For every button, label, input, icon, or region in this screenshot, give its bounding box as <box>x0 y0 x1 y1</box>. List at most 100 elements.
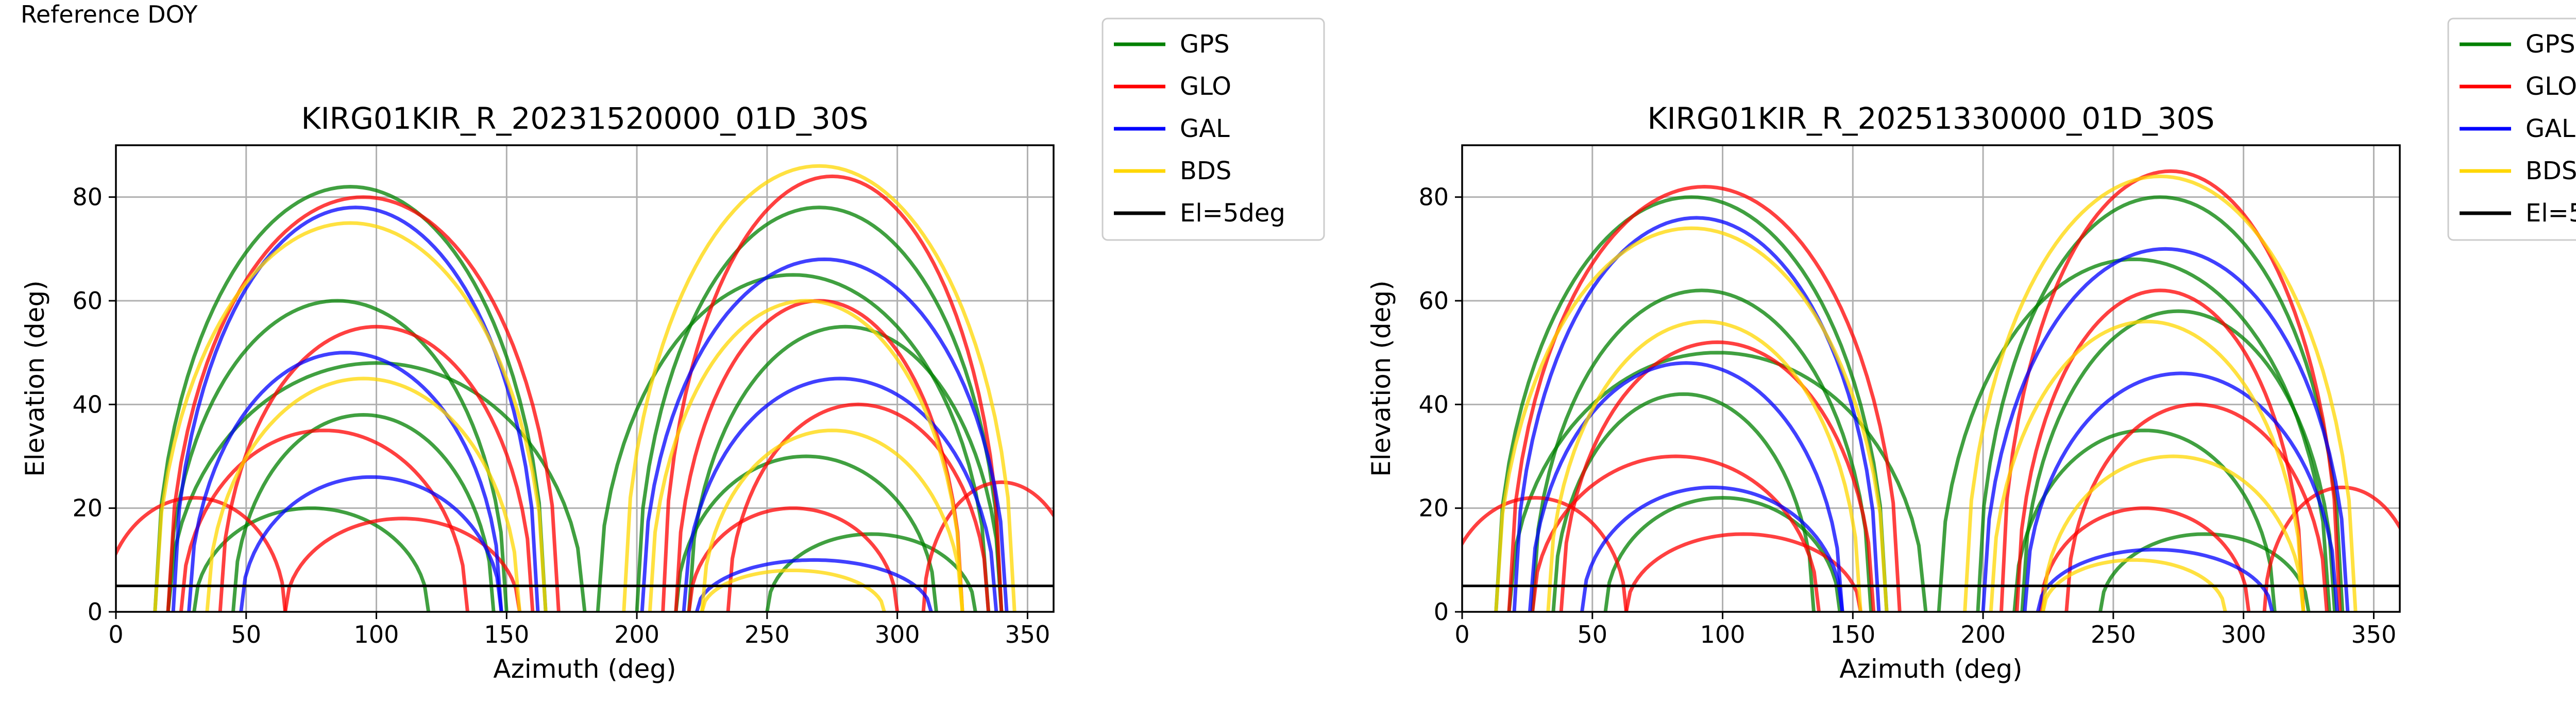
x-tick-label: 50 <box>231 621 262 648</box>
y-tick-label: 40 <box>72 390 103 418</box>
satellite-track-glo <box>726 402 991 612</box>
data-layer <box>1462 169 2400 612</box>
satellite-track-glo <box>179 428 469 612</box>
satellite-track-gal <box>2023 371 2340 612</box>
y-tick-label: 20 <box>1418 494 1449 522</box>
satellite-track-bds <box>1963 174 2358 612</box>
legend: GPS GLO GAL BDS El=5deg <box>1101 18 1325 241</box>
satellite-track-glo <box>1559 340 1876 612</box>
satellite-track-gal <box>171 205 540 612</box>
x-tick-label: 200 <box>614 621 659 648</box>
satellite-track-bds <box>1494 226 1889 612</box>
y-axis-label: Elevation (deg) <box>1366 280 1396 476</box>
chart-title: KIRG01KIR_R_20251330000_01D_30S <box>1648 101 2215 136</box>
legend-box <box>1101 18 1325 241</box>
satellite-track-bds <box>1546 319 1862 612</box>
satellite-track-glo <box>283 517 522 612</box>
legend-label: GAL <box>1180 114 1230 143</box>
x-tick-label: 100 <box>1700 621 1745 648</box>
x-tick-label: 250 <box>744 621 790 648</box>
legend-label: GLO <box>2526 72 2576 101</box>
satellite-track-bds <box>153 221 548 612</box>
satellite-track-glo <box>1624 532 1862 612</box>
x-tick-label: 300 <box>875 621 920 648</box>
satellite-track-gal <box>695 558 933 612</box>
satellite-track-gps <box>231 413 496 612</box>
satellite-track-glo <box>687 506 900 612</box>
satellite-track-bds <box>2041 558 2227 612</box>
x-tick-label: 200 <box>1960 621 2006 648</box>
legend-label: GPS <box>1180 30 1230 59</box>
satellite-track-glo <box>1507 184 1902 612</box>
axes-frame <box>1461 144 2401 613</box>
x-tick-label: 300 <box>2221 621 2266 648</box>
legend-label: El=5deg <box>2526 199 2576 228</box>
satellite-track-glo <box>661 174 1004 612</box>
satellite-track-glo <box>218 324 535 612</box>
y-tick-label: 0 <box>1434 598 1449 626</box>
x-tick-label: 0 <box>1454 621 1469 648</box>
y-tick-label: 0 <box>88 598 103 626</box>
y-tick-label: 60 <box>72 287 103 315</box>
y-tick-label: 40 <box>1418 390 1449 418</box>
satellite-track-glo <box>116 495 287 612</box>
satellite-track-gal <box>1528 361 1844 612</box>
x-tick-label: 350 <box>1005 621 1050 648</box>
satellite-track-gps <box>2012 428 2277 612</box>
axes-frame <box>115 144 1055 613</box>
legend: GPS GLO GAL BDS El=5deg <box>2447 18 2576 241</box>
x-tick-label: 0 <box>108 621 123 648</box>
satellite-track-glo <box>2015 288 2306 612</box>
satellite-track-glo <box>1999 169 2342 612</box>
satellite-track-gal <box>2036 547 2274 612</box>
satellite-track-gps <box>687 324 1004 612</box>
satellite-track-gps <box>1551 392 1816 612</box>
satellite-track-gps <box>1531 288 1873 612</box>
satellite-track-bds <box>700 569 886 612</box>
satellite-track-gps <box>765 532 977 612</box>
satellite-track-gps <box>1494 195 1889 612</box>
y-axis-label: Elevation (deg) <box>20 280 50 476</box>
data-layer <box>116 164 1054 612</box>
y-tick-label: 80 <box>72 183 103 211</box>
satellite-track-gps <box>635 205 1004 612</box>
satellite-track-glo <box>2038 506 2251 612</box>
satellite-track-gps <box>596 273 991 612</box>
satellite-track-gps <box>1603 495 1842 612</box>
legend-label: BDS <box>1180 157 1231 185</box>
satellite-track-glo <box>1531 454 1821 612</box>
x-tick-label: 150 <box>1830 621 1875 648</box>
chart-panel-2: 0 50 100 150 200 250 300 350 0 20 40 60 80 KIRG01KIR_… <box>1366 18 2576 684</box>
y-tick-label: 60 <box>1418 287 1449 315</box>
x-tick-label: 50 <box>1578 621 1608 648</box>
satellite-track-bds <box>2041 454 2306 612</box>
x-axis-label: Azimuth (deg) <box>1839 654 2022 684</box>
legend-label: GAL <box>2526 114 2575 143</box>
x-tick-label: 150 <box>484 621 529 648</box>
legend-label: GPS <box>2526 30 2575 59</box>
satellite-track-gal <box>1580 485 1844 612</box>
satellite-track-gps <box>192 506 431 612</box>
satellite-track-gps <box>2020 309 2337 612</box>
legend-label: GLO <box>1180 72 1231 101</box>
x-tick-label: 350 <box>2351 621 2397 648</box>
chart-panel-1: 0 50 100 150 200 250 300 350 0 20 40 60 80 KIRG01KIR_… <box>20 18 1325 684</box>
legend-label: BDS <box>2526 157 2576 185</box>
satellite-track-glo <box>2064 402 2329 612</box>
satellite-track-gal <box>640 257 1009 612</box>
x-tick-label: 100 <box>354 621 399 648</box>
x-axis-label: Azimuth (deg) <box>493 654 676 684</box>
y-tick-label: 80 <box>1418 183 1449 211</box>
legend-label: El=5deg <box>1180 199 1285 228</box>
satellite-track-glo <box>921 480 1054 612</box>
satellite-track-gal <box>1981 247 2350 612</box>
y-tick-label: 20 <box>72 494 103 522</box>
satellite-track-bds <box>648 299 964 612</box>
satellite-track-glo <box>1462 495 1628 612</box>
satellite-track-bds <box>205 376 522 612</box>
figure-label: Reference DOY <box>21 1 198 28</box>
satellite-track-bds <box>622 164 1016 612</box>
satellite-track-gps <box>674 454 938 612</box>
satellite-track-bds <box>700 428 964 612</box>
